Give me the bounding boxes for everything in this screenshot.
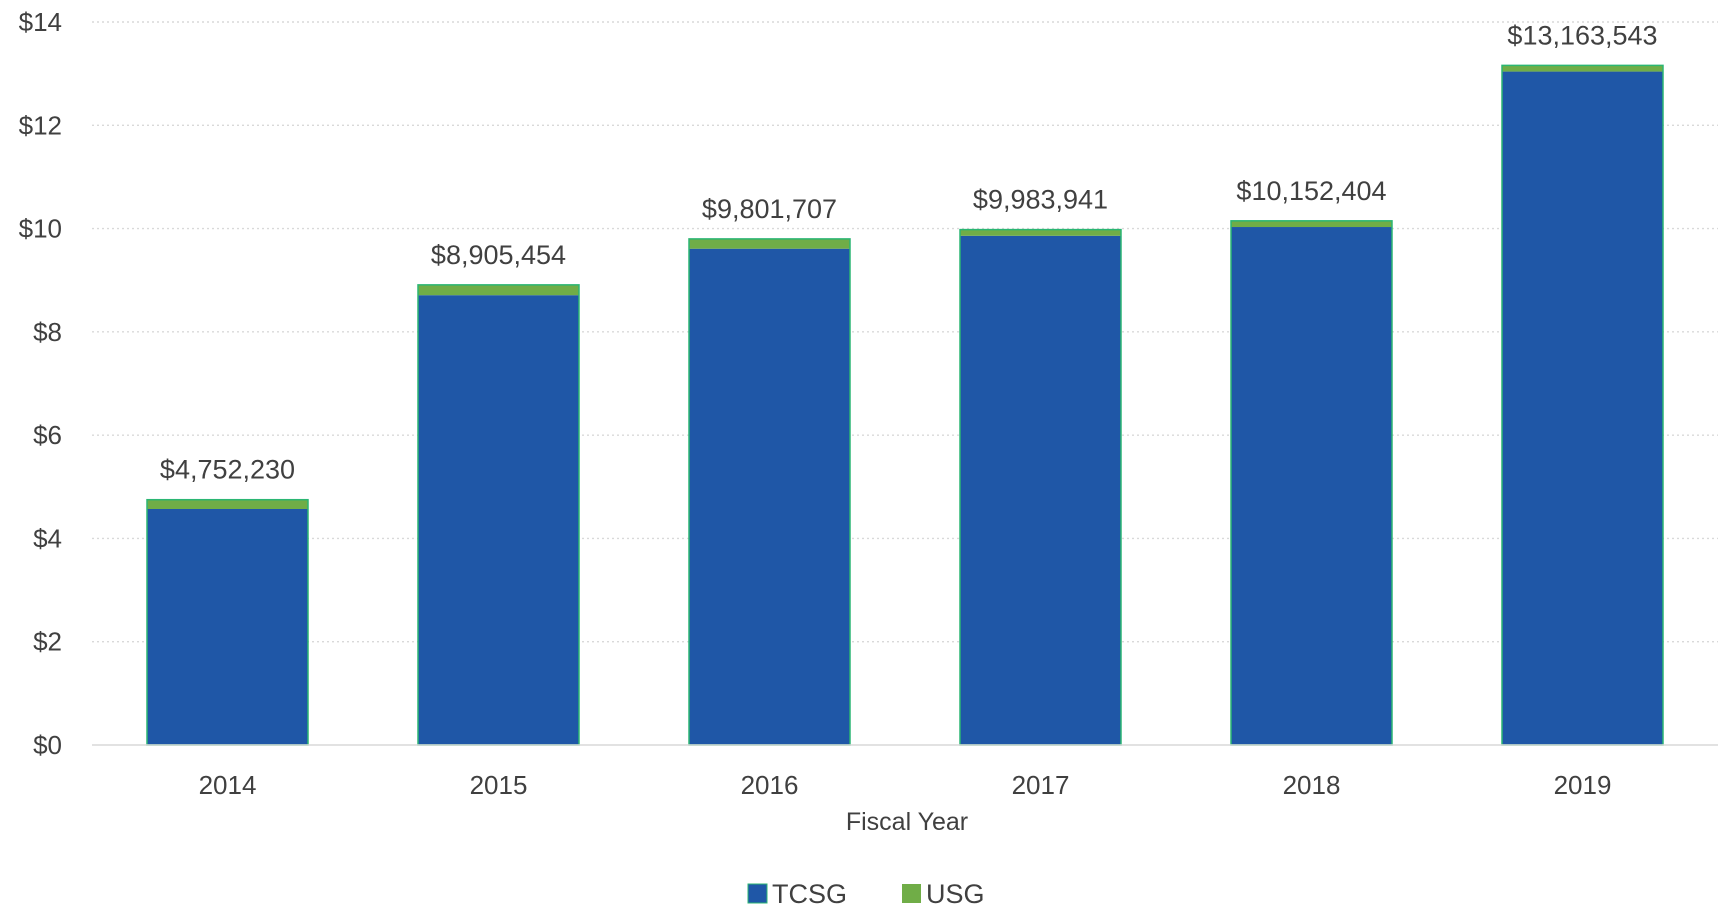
legend-label-usg: USG [926,879,985,909]
y-tick-label: $4 [33,523,62,553]
x-axis-tick-labels: 2014 2015 2016 2017 2018 2019 [199,770,1612,800]
bar-tcsg-2018 [1231,227,1392,745]
data-labels: $4,752,230 $8,905,454 $9,801,707 $9,983,941… [160,20,1658,484]
bar-tcsg-2015 [418,295,579,745]
legend-swatch-usg [902,884,921,903]
y-axis-tick-labels: $0 $2 $4 $6 $8 $10 $12 $14 [19,7,62,760]
y-tick-label: $6 [33,420,62,450]
data-label: $13,163,543 [1507,20,1657,50]
bar-usg-2018 [1231,220,1392,228]
bar-tcsg-2014 [147,508,308,745]
bar-usg-2019 [1502,65,1663,72]
data-label: $4,752,230 [160,455,295,485]
bar-tcsg-2017 [960,235,1121,745]
y-tick-label: $2 [33,627,62,657]
grid-lines [92,21,1718,643]
bars [146,64,1664,746]
y-tick-label: $10 [19,214,62,244]
x-tick-label: 2019 [1554,770,1612,800]
bar-usg-2017 [960,229,1121,236]
bar-usg-2016 [689,238,850,249]
y-tick-label: $0 [33,730,62,760]
bar-tcsg-2016 [689,248,850,745]
data-label: $9,801,707 [702,194,837,224]
y-tick-label: $14 [19,7,62,37]
legend: TCSG USG [747,879,985,909]
data-label: $9,983,941 [973,185,1108,215]
bar-usg-2014 [147,499,308,509]
x-tick-label: 2014 [199,770,257,800]
x-axis-title: Fiscal Year [846,808,968,836]
legend-label-tcsg: TCSG [772,879,847,909]
legend-swatch-tcsg [747,883,768,904]
x-tick-label: 2016 [741,770,799,800]
data-label: $8,905,454 [431,240,566,270]
data-label: $10,152,404 [1236,176,1386,206]
bar-tcsg-2019 [1502,71,1663,745]
x-tick-label: 2017 [1012,770,1070,800]
y-tick-label: $12 [19,110,62,140]
x-tick-label: 2018 [1283,770,1341,800]
bar-usg-2015 [418,284,579,296]
x-tick-label: 2015 [470,770,528,800]
y-tick-label: $8 [33,317,62,347]
